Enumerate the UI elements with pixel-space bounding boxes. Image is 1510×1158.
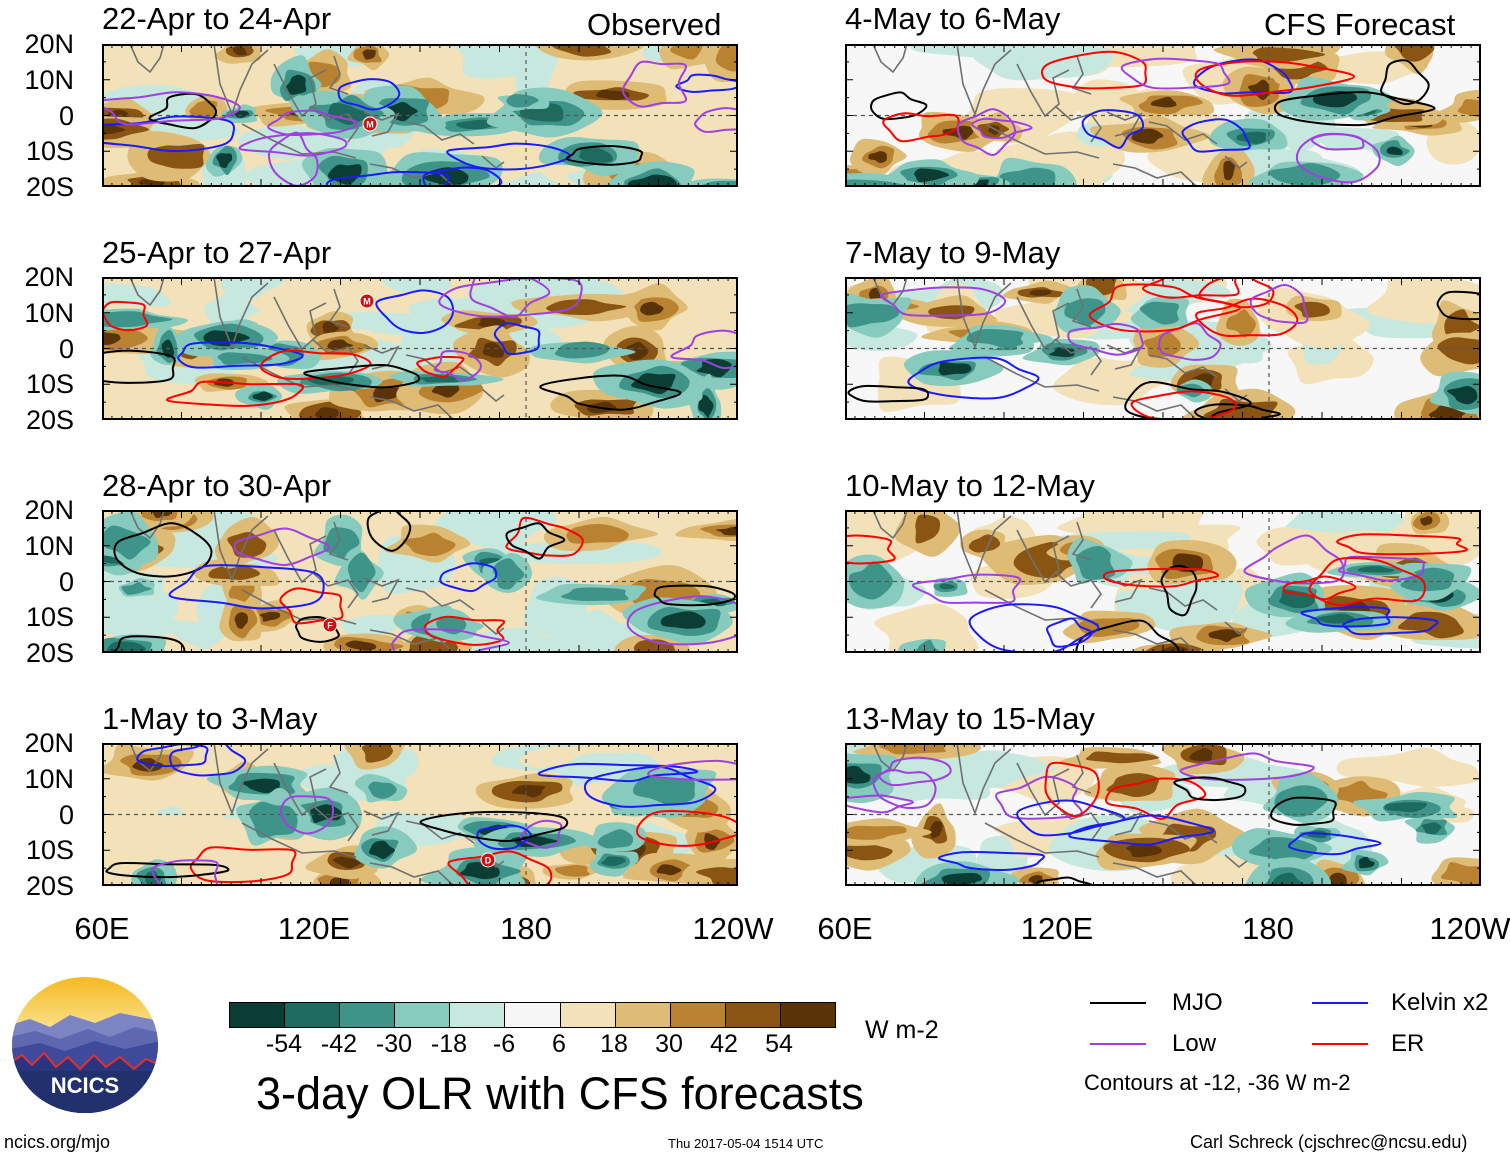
colorbar-swatch: [340, 1003, 396, 1027]
legend-label-low: Low: [1172, 1030, 1217, 1057]
lat-label: 10N: [24, 64, 74, 95]
colorbar-tick-label: -18: [430, 1030, 468, 1058]
colorbar-tick-label: 18: [600, 1030, 628, 1058]
phase-marker: M: [359, 293, 375, 309]
map-panel-observed-4: D: [102, 743, 738, 886]
legend-line-kelvin: [1312, 1002, 1368, 1004]
map-panel-observed-2: M: [102, 277, 738, 420]
lat-label: 10S: [25, 136, 74, 167]
ncics-logo: NCICS: [12, 977, 158, 1113]
legend-label-er: ER: [1391, 1030, 1425, 1057]
map-panel-observed-3: F: [102, 510, 738, 653]
phase-marker: D: [480, 852, 496, 868]
lat-label: 10N: [24, 297, 74, 328]
colorbar-swatch: [285, 1003, 341, 1027]
colorbar-tick-label: -54: [265, 1030, 303, 1058]
map-panel-observed-1: M: [102, 44, 738, 187]
panel-title: 7-May to 9-May: [845, 235, 1061, 270]
phase-marker: F: [322, 617, 338, 633]
phase-marker-label: M: [366, 120, 374, 130]
colorbar-swatch: [450, 1003, 506, 1027]
colorbar-tick-label: -30: [375, 1030, 413, 1058]
colorbar-swatch: [230, 1003, 286, 1027]
lat-label: 20S: [25, 638, 74, 668]
lat-label: 20S: [25, 172, 74, 202]
colorbar-tick-label: -6: [492, 1030, 516, 1058]
phase-marker-label: M: [363, 297, 371, 307]
panel-title: 28-Apr to 30-Apr: [102, 468, 332, 503]
forecast-label: CFS Forecast: [1264, 7, 1456, 42]
map-panel-forecast-2: [845, 277, 1481, 420]
legend-note: Contours at -12, -36 W m-2: [1084, 1070, 1351, 1095]
lon-label-120e: 120E: [1020, 911, 1094, 946]
legend-line-mjo: [1090, 1002, 1146, 1004]
colorbar-tick-label: 54: [765, 1030, 793, 1058]
colorbar-swatch: [780, 1003, 836, 1027]
colorbar-tick-label: -42: [320, 1030, 358, 1058]
map-panel-forecast-4: [845, 743, 1481, 886]
colorbar-tick-label: 6: [552, 1030, 566, 1058]
panel-title: 13-May to 15-May: [845, 701, 1095, 736]
colorbar: [229, 1002, 836, 1028]
lat-label: 0: [58, 566, 74, 597]
panel-title: 10-May to 12-May: [845, 468, 1095, 503]
lon-label-120w: 120W: [692, 911, 774, 946]
timestamp: Thu 2017-05-04 1514 UTC: [668, 1136, 824, 1151]
lon-label-180: 180: [500, 911, 552, 946]
lat-label: 10N: [24, 530, 74, 561]
lat-label: 0: [58, 799, 74, 830]
legend-line-low: [1090, 1043, 1146, 1045]
map-panel-forecast-1: [845, 44, 1481, 187]
lat-label: 10N: [24, 763, 74, 794]
colorbar-swatch: [670, 1003, 726, 1027]
legend-label-mjo: MJO: [1172, 989, 1223, 1016]
main-title: 3-day OLR with CFS forecasts: [256, 1068, 864, 1119]
panel-title: 4-May to 6-May: [845, 1, 1061, 36]
author-credit: Carl Schreck (cjschrec@ncsu.edu): [1190, 1132, 1468, 1152]
colorbar-swatch: [560, 1003, 616, 1027]
map-panel-forecast-3: [845, 510, 1481, 653]
panel-title: 1-May to 3-May: [102, 701, 318, 736]
website-link[interactable]: ncics.org/mjo: [4, 1132, 111, 1152]
lon-label-60e: 60E: [817, 911, 873, 946]
lat-label: 0: [58, 100, 74, 131]
colorbar-swatch: [395, 1003, 451, 1027]
colorbar-swatch: [615, 1003, 671, 1027]
observed-label: Observed: [587, 7, 722, 42]
lat-label: 0: [58, 333, 74, 364]
lat-label: 20S: [25, 871, 74, 901]
lat-label: 10S: [25, 369, 74, 400]
lat-label: 20N: [24, 29, 74, 59]
lat-label: 20S: [25, 405, 74, 435]
panel-title: 25-Apr to 27-Apr: [102, 235, 332, 270]
logo-text: NCICS: [51, 1073, 119, 1098]
lat-label: 20N: [24, 495, 74, 525]
legend-label-kelvin: Kelvin x2: [1391, 989, 1489, 1016]
legend-line-er: [1312, 1043, 1368, 1045]
colorbar-tick-label: 42: [710, 1030, 738, 1058]
lon-label-120w: 120W: [1429, 911, 1510, 946]
panel-title: 22-Apr to 24-Apr: [102, 1, 332, 36]
colorbar-swatch: [725, 1003, 781, 1027]
colorbar-swatch: [505, 1003, 561, 1027]
lat-label: 20N: [24, 262, 74, 292]
phase-marker-label: F: [327, 621, 333, 631]
phase-marker-label: D: [485, 856, 492, 866]
lat-label: 10S: [25, 602, 74, 633]
lon-label-120e: 120E: [277, 911, 351, 946]
lat-label: 20N: [24, 728, 74, 758]
lon-label-180: 180: [1242, 911, 1294, 946]
colorbar-tick-label: 30: [655, 1030, 683, 1058]
lat-label: 10S: [25, 835, 74, 866]
colorbar-units: W m-2: [865, 1016, 939, 1044]
phase-marker: M: [362, 116, 378, 132]
lon-label-60e: 60E: [74, 911, 130, 946]
